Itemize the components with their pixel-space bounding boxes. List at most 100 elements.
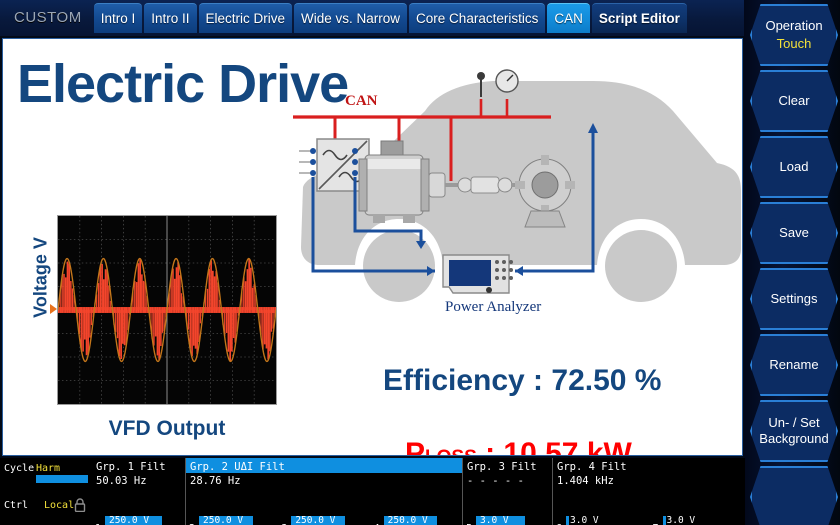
arrow-icon-can-out xyxy=(588,123,598,133)
voltage-value: 3.0 V xyxy=(666,515,696,525)
tab-electric-drive[interactable]: Electric Drive xyxy=(198,3,293,33)
voltage-value: 3.0 V xyxy=(570,515,599,525)
cycle-row: Cycle Harm 1 xyxy=(4,463,60,485)
softkey-unset-background-label: Un- / Set Background xyxy=(759,415,829,446)
page-title: Electric Drive xyxy=(17,54,349,114)
softkey-load-label: Load xyxy=(779,158,809,174)
softkey-clear-label: Clear xyxy=(778,92,810,108)
waveform-scope[interactable] xyxy=(57,215,277,405)
channel-bars: 250.0 V150.0 mA xyxy=(291,515,363,525)
channel-row[interactable]: 2 250.0 V150.0 mA xyxy=(186,515,275,525)
channel-row[interactable]: 5 3.0 V5.0 mA xyxy=(463,515,550,525)
channel-bars: 250.0 V150.0 mA xyxy=(199,515,271,525)
softkey-rename[interactable]: Rename xyxy=(750,334,838,396)
efficiency-value: 72.50 % xyxy=(551,364,662,397)
voltage-bar: 250.0 V xyxy=(383,515,456,525)
tab-core-characteristics[interactable]: Core Characteristics xyxy=(409,3,546,33)
tab-bar: CUSTOM Intro I Intro II Electric Drive W… xyxy=(0,0,745,36)
channel-number: 5 xyxy=(466,523,472,525)
dynamometer-icon xyxy=(515,155,575,228)
ploss-value: 10.57 kW xyxy=(503,437,632,456)
softkey-operation-value: Touch xyxy=(776,35,812,51)
cycle-indicator-bar xyxy=(36,475,88,483)
channel-row[interactable]: 73.0 V5.0 mA xyxy=(650,515,744,525)
softkey-settings[interactable]: Settings xyxy=(750,268,838,330)
arrow-icon-analyzer-in-top xyxy=(416,241,426,249)
waveform-caption: VFD Output xyxy=(108,417,226,440)
channel-number: 2 xyxy=(189,523,195,525)
group-segment[interactable]: Grp. 3 Filt - - - - - 5 3.0 V5.0 mA xyxy=(462,458,552,525)
softkey-rename-label: Rename xyxy=(769,356,819,372)
channel-number: 4 xyxy=(374,523,380,525)
cycle-label: Cycle xyxy=(4,463,35,474)
group-frequency: 1.404 kHz xyxy=(557,475,614,487)
group-header: Grp. 1 Filt xyxy=(96,461,166,473)
tab-script-editor[interactable]: Script Editor xyxy=(591,3,687,33)
voltage-bar: 3.0 V xyxy=(662,515,740,525)
tab-wide-vs-narrow[interactable]: Wide vs. Narrow xyxy=(294,3,408,33)
softkey-unset-background[interactable]: Un- / Set Background xyxy=(750,400,838,462)
softkey-operation[interactable]: Operation Touch xyxy=(750,4,838,66)
tab-can[interactable]: CAN xyxy=(547,3,590,33)
trigger-marker-icon xyxy=(50,304,57,314)
power-analyzer-icon xyxy=(442,254,513,294)
softkey-empty[interactable] xyxy=(750,466,838,525)
sensor-icon xyxy=(477,72,485,97)
channel-number: 6 xyxy=(556,523,562,525)
channel-row[interactable]: 6 3.0 V5.0 mA xyxy=(553,515,647,525)
ploss-subscript: LOSS xyxy=(425,447,477,455)
channel-row[interactable]: 4250.0 V150.0 mA xyxy=(371,515,460,525)
efficiency-label: Efficiency : xyxy=(383,364,552,397)
channel-row[interactable]: 3 250.0 V150.0 mA xyxy=(278,515,367,525)
can-bus-label: CAN xyxy=(345,93,378,109)
tab-intro-1[interactable]: Intro I xyxy=(93,3,143,33)
softkey-operation-label: Operation xyxy=(765,17,823,33)
softkey-load[interactable]: Load xyxy=(750,136,838,198)
channel-row[interactable]: 1 250.0 V600.0 mA xyxy=(92,515,182,525)
softkey-save[interactable]: Save xyxy=(750,202,838,264)
lock-icon xyxy=(74,498,86,512)
voltage-bar: 3.0 V xyxy=(476,515,546,525)
group-header: Grp. 2 UΔI Filt xyxy=(186,458,462,473)
main-canvas: Electric Drive CAN xyxy=(2,38,743,456)
efficiency-readout: Efficiency : 72.50 % xyxy=(383,364,661,398)
voltage-value: 250.0 V xyxy=(295,515,336,525)
group-header: Grp. 3 Filt xyxy=(467,461,537,473)
cycle-control-panel: Cycle Harm 1 Ctrl Local xyxy=(0,458,92,525)
channel-bars: 250.0 V600.0 mA xyxy=(105,515,178,525)
ploss-label: P xyxy=(405,437,426,456)
channel-bars: 3.0 V5.0 mA xyxy=(662,515,740,525)
voltage-bar: 250.0 V xyxy=(199,515,271,525)
tab-intro-2[interactable]: Intro II xyxy=(144,3,197,33)
group-frequency: - - - - - xyxy=(467,475,524,487)
waveform-panel: Voltage V VFD Output xyxy=(21,209,301,454)
ctrl-value[interactable]: Local xyxy=(44,500,75,511)
softkey-clear[interactable]: Clear xyxy=(750,70,838,132)
channel-number: 3 xyxy=(281,523,287,525)
voltage-value: 3.0 V xyxy=(480,515,509,525)
channel-number: 7 xyxy=(653,523,659,525)
powertrain-diagram: CAN xyxy=(293,69,741,315)
group-segment[interactable]: Grp. 1 Filt 50.03 Hz 1 250.0 V600.0 mA xyxy=(92,458,185,525)
group-header: Grp. 4 Filt xyxy=(557,461,627,473)
voltage-value: 250.0 V xyxy=(203,515,244,525)
ploss-separator: : xyxy=(476,437,504,456)
channel-bars: 3.0 V5.0 mA xyxy=(566,515,643,525)
voltage-value: 250.0 V xyxy=(109,515,150,525)
voltage-value: 250.0 V xyxy=(387,515,428,525)
motor-icon xyxy=(352,140,446,223)
softkey-sidebar: Operation Touch Clear Load Save Settings… xyxy=(744,0,840,525)
waveform-y-axis-label: Voltage V xyxy=(30,237,51,318)
group-frequency: 50.03 Hz xyxy=(96,475,147,487)
shaft-coupling-icon xyxy=(445,176,525,194)
power-loss-readout: PLOSS : 10.57 kW xyxy=(405,437,632,456)
softkey-settings-label: Settings xyxy=(770,290,818,306)
ctrl-row: Ctrl Local xyxy=(4,500,74,511)
softkey-save-label: Save xyxy=(779,224,809,240)
gauge-icon xyxy=(495,69,519,93)
voltage-bar: 3.0 V xyxy=(566,515,643,525)
voltage-bar: 250.0 V xyxy=(105,515,178,525)
